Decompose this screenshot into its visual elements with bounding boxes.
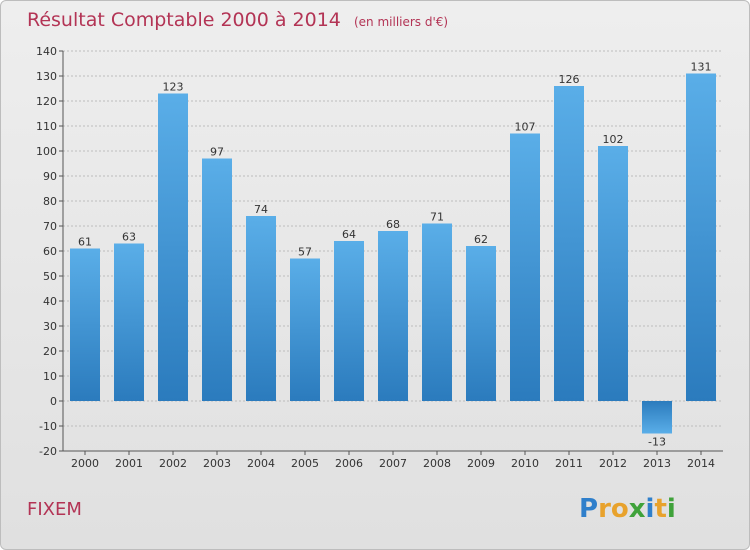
x-tick-label-2014: 2014 xyxy=(687,457,715,470)
y-tick-label: 140 xyxy=(36,45,57,58)
x-tick-label-2000: 2000 xyxy=(71,457,99,470)
bar-2011 xyxy=(554,86,584,401)
logo-letter: x xyxy=(629,494,646,524)
bar-2009 xyxy=(466,246,496,401)
y-tick-label: 50 xyxy=(43,270,57,283)
data-label-2003: 97 xyxy=(210,146,224,159)
y-tick-label: 10 xyxy=(43,370,57,383)
data-label-2009: 62 xyxy=(474,233,488,246)
x-tick-label-2011: 2011 xyxy=(555,457,583,470)
logo-letter: P xyxy=(579,494,598,524)
data-label-2013: -13 xyxy=(648,436,666,449)
bar-2004 xyxy=(246,216,276,401)
data-label-2004: 74 xyxy=(254,203,268,216)
data-label-2012: 102 xyxy=(603,133,624,146)
x-tick-label-2005: 2005 xyxy=(291,457,319,470)
bar-2000 xyxy=(70,248,100,401)
x-tick-label-2001: 2001 xyxy=(115,457,143,470)
logo-letter: i xyxy=(646,494,655,524)
bar-2010 xyxy=(510,133,540,401)
entity-name: FIXEM xyxy=(27,499,82,520)
y-tick-label: 40 xyxy=(43,295,57,308)
y-tick-label: 20 xyxy=(43,345,57,358)
bar-2007 xyxy=(378,231,408,401)
data-label-2000: 61 xyxy=(78,236,92,249)
y-tick-label: 100 xyxy=(36,145,57,158)
data-label-2005: 57 xyxy=(298,246,312,259)
logo-letter: t xyxy=(654,494,666,524)
bar-2008 xyxy=(422,223,452,401)
x-tick-label-2012: 2012 xyxy=(599,457,627,470)
bars: 61 63 123 97 74 57 64 68 71 62 107 126 102 -13 131 xyxy=(70,61,716,449)
y-tick-label: 60 xyxy=(43,245,57,258)
logo-letter: i xyxy=(667,494,676,524)
x-tick-label-2004: 2004 xyxy=(247,457,275,470)
y-tick-label: 120 xyxy=(36,95,57,108)
y-tick-label: 70 xyxy=(43,220,57,233)
bar-2001 xyxy=(114,243,144,401)
logo-letter: r xyxy=(598,494,611,524)
x-tick-label-2002: 2002 xyxy=(159,457,187,470)
y-tick-label: 110 xyxy=(36,120,57,133)
y-tick-label: -10 xyxy=(39,420,57,433)
data-label-2002: 123 xyxy=(163,81,184,94)
x-tick-label-2010: 2010 xyxy=(511,457,539,470)
chart-title: Résultat Comptable 2000 à 2014 (en milli… xyxy=(27,9,448,31)
bar-2014 xyxy=(686,73,716,401)
x-tick-label-2003: 2003 xyxy=(203,457,231,470)
bar-2006 xyxy=(334,241,364,401)
bar-2002 xyxy=(158,93,188,401)
proxiti-logo: Proxiti xyxy=(579,494,676,524)
bar-2012 xyxy=(598,146,628,401)
y-tick-label: 0 xyxy=(50,395,57,408)
data-label-2008: 71 xyxy=(430,211,444,224)
chart-title-unit: (en milliers d'€) xyxy=(354,15,448,29)
y-axis: -20 -10 0 10 20 30 40 50 60 70 80 90 100 110 120 130 140 xyxy=(36,45,64,458)
bar-2005 xyxy=(290,258,320,401)
bar-2003 xyxy=(202,158,232,401)
x-tick-label-2007: 2007 xyxy=(379,457,407,470)
data-label-2006: 64 xyxy=(342,228,356,241)
logo-letter: o xyxy=(611,494,629,524)
data-label-2014: 131 xyxy=(691,61,712,74)
y-tick-label: 80 xyxy=(43,195,57,208)
y-tick-label: -20 xyxy=(39,445,57,458)
data-label-2010: 107 xyxy=(515,121,536,134)
chart-title-main: Résultat Comptable 2000 à 2014 xyxy=(27,9,341,31)
x-axis: 2000 2001 2002 2003 2004 2005 2006 2007 2008 2009… xyxy=(63,450,723,470)
y-tick-label: 30 xyxy=(43,320,57,333)
data-label-2001: 63 xyxy=(122,231,136,244)
x-tick-label-2009: 2009 xyxy=(467,457,495,470)
y-tick-label: 90 xyxy=(43,170,57,183)
data-label-2007: 68 xyxy=(386,218,400,231)
x-tick-label-2008: 2008 xyxy=(423,457,451,470)
y-tick-label: 130 xyxy=(36,70,57,83)
x-tick-label-2013: 2013 xyxy=(643,457,671,470)
bar-2013 xyxy=(642,401,672,434)
data-label-2011: 126 xyxy=(559,73,580,86)
x-tick-label-2006: 2006 xyxy=(335,457,363,470)
